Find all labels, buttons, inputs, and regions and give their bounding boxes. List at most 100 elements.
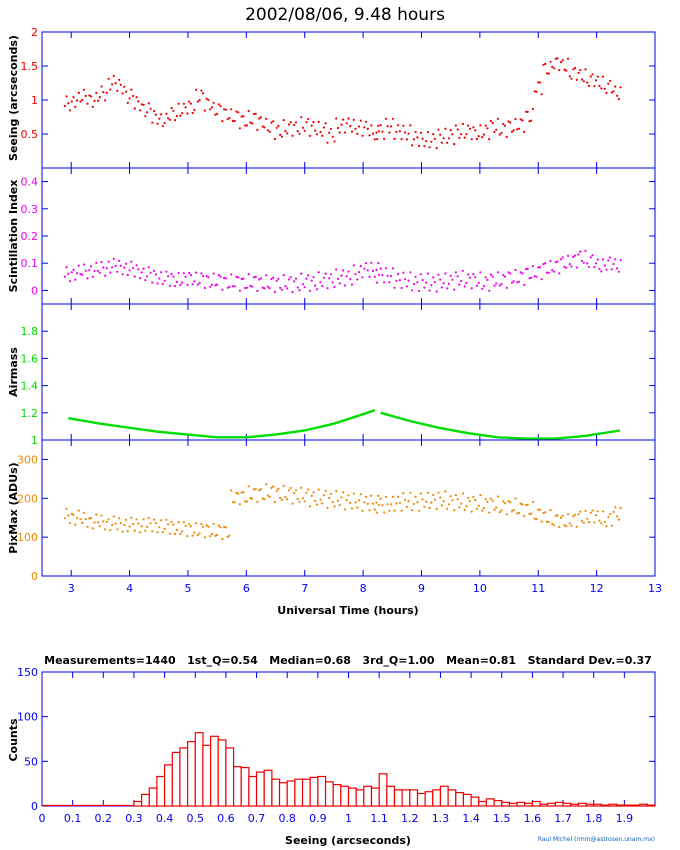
pixmax-data-point xyxy=(280,498,283,501)
pixmax-data-point xyxy=(235,491,238,494)
scint-data-point xyxy=(156,282,159,285)
pixmax-data-point xyxy=(391,495,394,498)
pixmax-data-point xyxy=(530,512,533,515)
scint-data-point xyxy=(89,265,93,268)
pixmax-data-point xyxy=(217,524,220,527)
seeing-data-point xyxy=(603,87,606,90)
pixmax-data-point xyxy=(379,497,382,500)
pixmax-data-point xyxy=(514,497,517,500)
pixmax-data-point xyxy=(240,491,243,494)
seeing-data-point xyxy=(591,73,594,76)
pixmax-data-point xyxy=(368,509,371,512)
scint-data-point xyxy=(221,288,224,291)
pixmax-data-point xyxy=(608,512,612,516)
seeing-data-point xyxy=(156,122,159,125)
scint-data-point xyxy=(340,274,343,277)
pixmax-data-point xyxy=(375,501,378,504)
airmass-curve xyxy=(68,408,376,439)
scint-data-point xyxy=(301,283,305,286)
seeing-data-point xyxy=(419,131,422,134)
scint-data-point xyxy=(465,281,468,285)
seeing-data-point xyxy=(161,125,164,128)
scint-data-point xyxy=(347,270,350,273)
pixmax-data-point xyxy=(616,515,619,518)
seeing-data-point xyxy=(77,91,80,94)
scint-data-point xyxy=(149,271,152,274)
scint-data-point xyxy=(244,286,247,290)
time-tick-label: 13 xyxy=(648,582,662,595)
seeing-data-point xyxy=(409,124,412,127)
seeing-data-point xyxy=(287,123,291,126)
seeing-data-point xyxy=(303,129,306,132)
pixmax-data-point xyxy=(591,509,594,512)
seeing-data-point xyxy=(149,107,152,110)
seeing-data-point xyxy=(263,126,266,129)
seeing-data-point xyxy=(498,133,501,136)
histogram-bar xyxy=(493,799,503,807)
seeing-data-point xyxy=(528,120,531,123)
scint-data-point xyxy=(552,270,556,273)
scint-data-point xyxy=(377,273,380,276)
seeing-data-point xyxy=(347,117,350,120)
scint-data-point xyxy=(565,266,568,269)
seeing-data-point xyxy=(130,88,133,91)
seeing-data-point xyxy=(296,130,299,133)
scint-data-point xyxy=(453,288,456,291)
scint-data-point xyxy=(496,271,500,274)
scint-data-point xyxy=(528,277,531,280)
pixmax-data-point xyxy=(177,521,180,524)
pixmax-data-point xyxy=(467,496,470,499)
pixmax-data-point xyxy=(484,498,487,501)
pixmax-data-point xyxy=(286,498,289,501)
scint-data-point xyxy=(556,260,559,263)
pixmax-data-point xyxy=(223,525,226,529)
scint-data-point xyxy=(439,278,442,281)
pixmax-data-point xyxy=(205,524,208,527)
seeing-data-point xyxy=(179,114,182,117)
seeing-data-point xyxy=(379,124,382,127)
pixmax-data-point xyxy=(407,500,410,503)
pixmax-data-point xyxy=(135,518,138,521)
pixmax-data-point xyxy=(596,510,599,513)
pixmax-data-point xyxy=(519,502,522,505)
seeing-data-point xyxy=(384,117,387,120)
scint-data-point xyxy=(488,289,491,292)
pixmax-data-point xyxy=(179,532,182,536)
pixmax-data-point xyxy=(579,510,582,513)
seeing-data-point xyxy=(608,79,612,82)
scint-data-point xyxy=(368,275,371,278)
pixmax-data-point xyxy=(456,497,459,501)
scint-data-point xyxy=(379,267,382,270)
pixmax-data-point xyxy=(116,528,119,531)
seeing-data-point xyxy=(294,121,298,124)
pixmax-data-point xyxy=(326,506,329,509)
scint-data-point xyxy=(209,285,212,288)
scint-data-point xyxy=(284,285,287,288)
scint-data-point xyxy=(212,272,215,275)
scint-data-point xyxy=(523,283,526,286)
pixmax-data-point xyxy=(416,501,419,504)
scint-data-point xyxy=(619,259,622,262)
seeing-data-point xyxy=(451,133,454,136)
scint-data-point xyxy=(404,278,407,281)
seeing-panel: 0.5 1 1.5 2 Seeing (arcseconds) xyxy=(7,26,656,169)
pixmax-data-point xyxy=(324,489,327,493)
time-tick-label: 12 xyxy=(590,582,604,595)
pixmax-data-point xyxy=(510,510,514,513)
scint-data-point xyxy=(561,256,564,259)
pixmax-data-point xyxy=(293,491,296,495)
seeing-data-point xyxy=(542,63,545,66)
scint-data-point xyxy=(182,272,185,275)
pixmax-data-point xyxy=(428,506,431,510)
histogram-bar xyxy=(355,789,365,807)
scint-data-point xyxy=(437,273,440,276)
seeing-data-point xyxy=(486,127,489,130)
scint-data-point xyxy=(86,277,89,280)
seeing-data-point xyxy=(244,124,247,127)
scint-data-point xyxy=(428,289,431,292)
pixmax-data-point xyxy=(533,517,536,520)
scint-data-point xyxy=(384,267,387,270)
seeing-data-point xyxy=(614,85,617,88)
seeing-data-point xyxy=(226,118,229,121)
seeing-data-point xyxy=(315,133,319,136)
